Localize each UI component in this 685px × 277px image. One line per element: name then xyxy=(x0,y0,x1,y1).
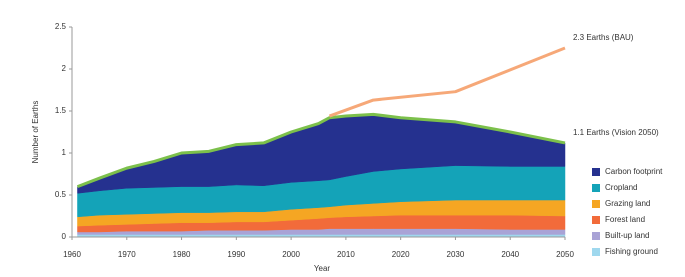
y-tick-label: 0 xyxy=(62,232,67,241)
legend-label: Carbon footprint xyxy=(605,167,663,176)
y-axis-label: Number of Earths xyxy=(31,101,40,164)
x-tick-label: 1970 xyxy=(118,250,136,259)
x-tick-label: 1990 xyxy=(227,250,245,259)
x-tick-label: 2000 xyxy=(282,250,300,259)
y-tick-label: 1 xyxy=(62,148,67,157)
x-tick-label: 2010 xyxy=(337,250,355,259)
line xyxy=(328,46,566,118)
y-tick-label: 2.5 xyxy=(55,22,67,31)
legend-label: Forest land xyxy=(605,215,645,224)
annotation: 1.1 Earths (Vision 2050) xyxy=(573,128,659,137)
x-tick-label: 1960 xyxy=(63,250,81,259)
line xyxy=(76,112,566,189)
x-axis-label: Year xyxy=(314,264,331,273)
annotation: 2.3 Earths (BAU) xyxy=(573,33,634,42)
y-tick-label: 1.5 xyxy=(55,106,67,115)
legend-swatch xyxy=(592,232,600,240)
legend-swatch xyxy=(592,184,600,192)
y-tick-label: 2 xyxy=(62,64,67,73)
legend-swatch xyxy=(592,248,600,256)
legend-label: Built-up land xyxy=(605,231,649,240)
legend-swatch xyxy=(592,216,600,224)
legend-swatch xyxy=(592,168,600,176)
legend-swatch xyxy=(592,200,600,208)
x-tick-label: 1980 xyxy=(173,250,191,259)
legend-label: Grazing land xyxy=(605,199,650,208)
x-tick-label: 2030 xyxy=(447,250,465,259)
x-tick-label: 2020 xyxy=(392,250,410,259)
legend-label: Fishing ground xyxy=(605,247,658,256)
x-tick-label: 2050 xyxy=(556,250,574,259)
x-tick-label: 2040 xyxy=(501,250,519,259)
legend-label: Cropland xyxy=(605,183,637,192)
y-tick-label: 0.5 xyxy=(55,190,67,199)
